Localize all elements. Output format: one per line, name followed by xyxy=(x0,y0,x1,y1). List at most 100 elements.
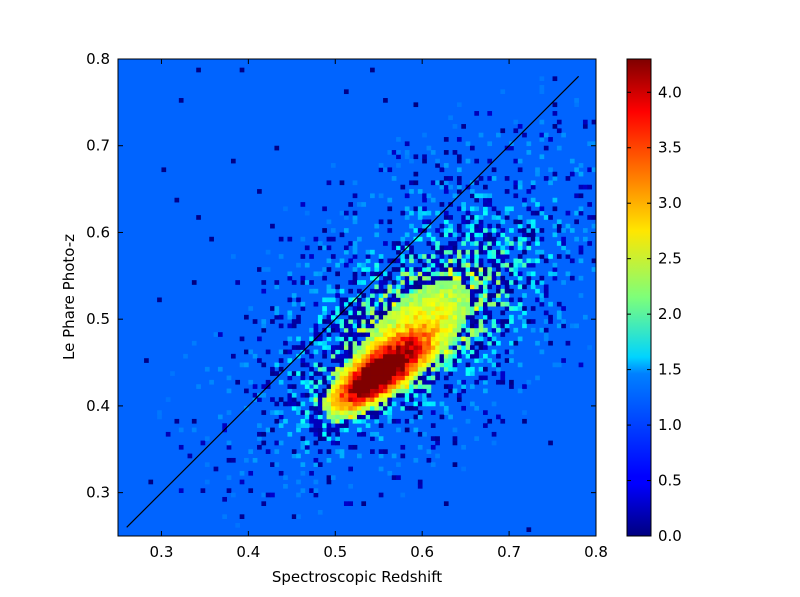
heatmap-cell xyxy=(330,475,336,480)
heatmap-cell xyxy=(287,401,293,407)
heatmap-cell xyxy=(496,210,501,216)
heatmap-cell xyxy=(226,457,232,463)
heatmap-cell xyxy=(426,232,432,238)
heatmap-cell xyxy=(539,228,545,233)
heatmap-cell xyxy=(487,245,493,251)
heatmap-cell xyxy=(313,457,319,463)
heatmap-cell xyxy=(430,423,436,428)
heatmap-cell xyxy=(391,241,397,246)
heatmap-cell xyxy=(357,405,362,411)
heatmap-cell xyxy=(465,371,471,376)
heatmap-cell xyxy=(522,236,527,242)
heatmap-cell xyxy=(517,314,523,320)
heatmap-cell xyxy=(404,310,410,316)
heatmap-cell xyxy=(361,384,367,389)
heatmap-cell xyxy=(461,349,466,355)
heatmap-cell xyxy=(278,236,284,242)
heatmap-cell xyxy=(404,306,410,311)
heatmap-cell xyxy=(348,466,354,472)
heatmap-cell xyxy=(500,254,506,259)
y-tick-label: 0.7 xyxy=(86,137,110,155)
heatmap-cell xyxy=(300,345,306,350)
heatmap-cell xyxy=(304,210,310,216)
heatmap-cell xyxy=(144,358,149,363)
heatmap-cell xyxy=(304,384,310,389)
heatmap-cell xyxy=(556,219,562,225)
heatmap-cell xyxy=(422,288,427,294)
heatmap-cell xyxy=(409,210,414,216)
heatmap-cell xyxy=(496,379,501,385)
heatmap-cell xyxy=(461,249,466,255)
heatmap-cell xyxy=(435,228,440,233)
heatmap-cell xyxy=(439,336,445,342)
heatmap-cell xyxy=(496,284,501,290)
heatmap-cell xyxy=(452,345,458,350)
heatmap-cell xyxy=(348,258,354,264)
heatmap-cell xyxy=(474,297,480,303)
heatmap-cell xyxy=(291,371,297,376)
heatmap-cell xyxy=(452,275,458,281)
heatmap-cell xyxy=(352,397,358,402)
heatmap-cell xyxy=(404,297,410,303)
heatmap-cell xyxy=(283,206,288,212)
heatmap-cell xyxy=(478,345,484,350)
heatmap-cell xyxy=(265,249,271,255)
heatmap-cell xyxy=(296,345,301,350)
heatmap-cell xyxy=(396,366,401,372)
heatmap-cell xyxy=(422,327,427,333)
heatmap-cell xyxy=(452,267,458,272)
heatmap-cell xyxy=(413,254,419,259)
heatmap-cell xyxy=(387,340,393,346)
heatmap-cell xyxy=(326,288,332,294)
heatmap-cell xyxy=(335,271,340,277)
heatmap-cell xyxy=(335,371,340,376)
heatmap-cell xyxy=(413,375,419,381)
heatmap-cell xyxy=(317,401,323,407)
heatmap-cell xyxy=(387,375,393,381)
heatmap-cell xyxy=(509,262,514,268)
heatmap-cell xyxy=(448,223,453,229)
y-tick-label: 0.3 xyxy=(86,484,110,502)
heatmap-cell xyxy=(361,353,367,359)
heatmap-cell xyxy=(417,301,423,307)
heatmap-cell xyxy=(448,184,453,190)
heatmap-cell xyxy=(348,375,354,381)
heatmap-cell xyxy=(474,228,480,233)
heatmap-cell xyxy=(456,102,462,108)
heatmap-cell xyxy=(361,501,367,506)
heatmap-cell xyxy=(461,202,466,207)
heatmap-cell xyxy=(456,379,462,385)
heatmap-cell xyxy=(357,345,362,350)
heatmap-cell xyxy=(465,310,471,316)
heatmap-cell xyxy=(552,223,558,229)
heatmap-cell xyxy=(239,336,245,342)
heatmap-cell xyxy=(283,483,288,489)
heatmap-cell xyxy=(452,349,458,355)
heatmap-cell xyxy=(383,323,388,329)
heatmap-cell xyxy=(413,362,419,368)
heatmap-cell xyxy=(496,319,501,324)
heatmap-cell xyxy=(348,384,354,389)
heatmap-cell xyxy=(426,145,432,151)
heatmap-cell xyxy=(322,392,327,398)
heatmap-cell xyxy=(391,345,397,350)
heatmap-cell xyxy=(383,410,388,415)
heatmap-cell xyxy=(491,362,497,368)
heatmap-cell xyxy=(291,397,297,402)
colorbar-tick-label: 3.0 xyxy=(658,194,682,212)
heatmap-cell xyxy=(456,236,462,242)
heatmap-cell xyxy=(270,366,275,372)
heatmap-cell xyxy=(509,319,514,324)
heatmap-cell xyxy=(374,392,380,398)
heatmap-cell xyxy=(517,219,523,225)
heatmap-cell xyxy=(204,436,210,441)
heatmap-cell xyxy=(409,288,414,294)
heatmap-cell xyxy=(343,323,349,329)
heatmap-cell xyxy=(539,254,545,259)
heatmap-cell xyxy=(365,371,371,376)
heatmap-cell xyxy=(435,453,440,459)
heatmap-cell xyxy=(535,375,540,381)
heatmap-cell xyxy=(509,340,514,346)
heatmap-cell xyxy=(378,284,384,290)
heatmap-cell xyxy=(391,371,397,376)
